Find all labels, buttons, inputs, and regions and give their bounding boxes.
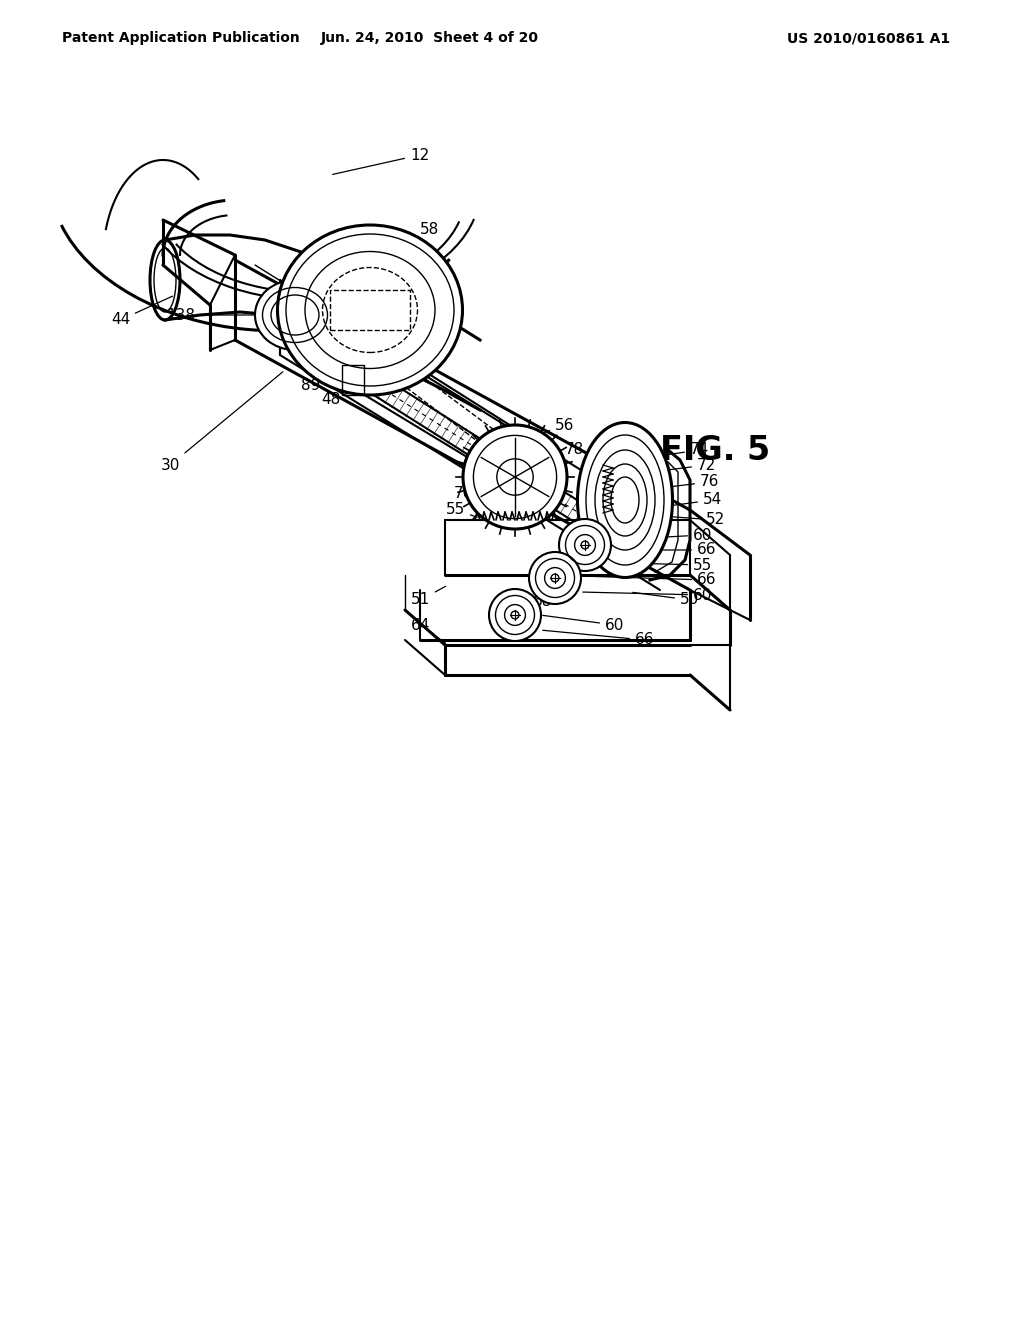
Text: Patent Application Publication: Patent Application Publication: [62, 30, 300, 45]
Ellipse shape: [255, 280, 335, 350]
Text: 60: 60: [613, 528, 713, 543]
Text: 76: 76: [671, 474, 720, 490]
Text: 58: 58: [397, 223, 439, 259]
Text: 60: 60: [543, 615, 625, 632]
Ellipse shape: [278, 224, 463, 395]
Ellipse shape: [559, 519, 611, 572]
Text: 56: 56: [513, 417, 574, 444]
Text: 54: 54: [671, 492, 722, 507]
Text: 51: 51: [411, 586, 445, 607]
Text: 138: 138: [166, 308, 257, 322]
Text: FIG. 5: FIG. 5: [660, 433, 770, 466]
Text: 64: 64: [411, 618, 445, 643]
Text: 68: 68: [534, 594, 552, 610]
Text: 74: 74: [668, 442, 710, 458]
Text: 52: 52: [651, 512, 725, 528]
Text: 50: 50: [633, 593, 699, 607]
Ellipse shape: [578, 422, 673, 578]
Text: 55: 55: [588, 557, 713, 573]
Text: 55: 55: [445, 503, 477, 517]
Ellipse shape: [581, 541, 589, 549]
Ellipse shape: [489, 589, 541, 642]
Text: Jun. 24, 2010  Sheet 4 of 20: Jun. 24, 2010 Sheet 4 of 20: [321, 30, 539, 45]
Text: 66: 66: [615, 543, 717, 557]
Bar: [342, 366, 364, 395]
Text: 66: 66: [543, 630, 654, 648]
Ellipse shape: [511, 611, 519, 619]
Ellipse shape: [529, 552, 581, 605]
Text: US 2010/0160861 A1: US 2010/0160861 A1: [786, 30, 950, 45]
Text: 78: 78: [532, 442, 585, 461]
Text: 30: 30: [161, 372, 283, 473]
Text: 48: 48: [321, 381, 378, 408]
Text: 12: 12: [333, 148, 429, 174]
Ellipse shape: [551, 574, 559, 582]
Text: 72: 72: [670, 458, 716, 473]
Text: 44: 44: [111, 296, 172, 327]
Text: 70: 70: [454, 486, 496, 502]
Text: 66: 66: [583, 573, 717, 587]
Text: 89: 89: [301, 378, 339, 392]
Text: 60: 60: [583, 587, 713, 602]
Ellipse shape: [463, 425, 567, 529]
